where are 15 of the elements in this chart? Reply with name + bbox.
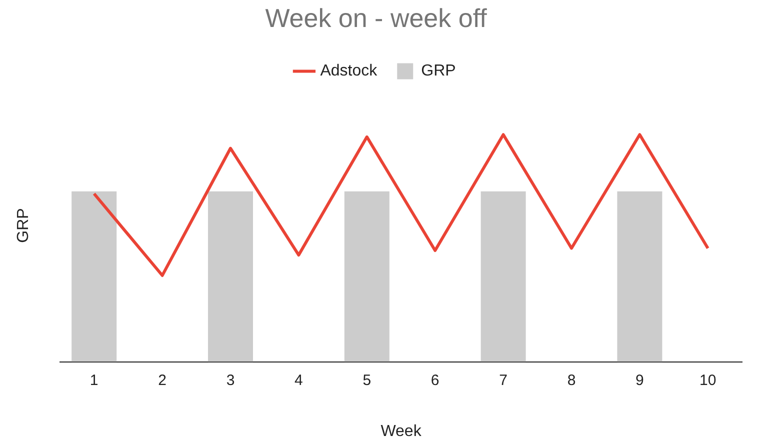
chart-title: Week on - week off [265, 2, 488, 33]
x-axis-title: Week [380, 422, 422, 440]
x-tick-label: 3 [226, 372, 235, 389]
y-axis-title: GRP [15, 208, 32, 243]
x-tick-label: 6 [430, 372, 440, 389]
x-tick-label: 4 [294, 372, 303, 389]
legend-label: Adstock [320, 62, 378, 80]
x-tick-label: 7 [499, 372, 508, 389]
x-tick-label: 1 [90, 372, 98, 389]
x-tick-label: 5 [362, 372, 372, 389]
x-tick-label: 10 [700, 372, 716, 389]
x-tick-label: 2 [158, 372, 166, 389]
x-tick-label: 8 [567, 372, 576, 389]
legend-label: GRP [421, 62, 456, 80]
x-tick-label: 9 [636, 372, 644, 389]
